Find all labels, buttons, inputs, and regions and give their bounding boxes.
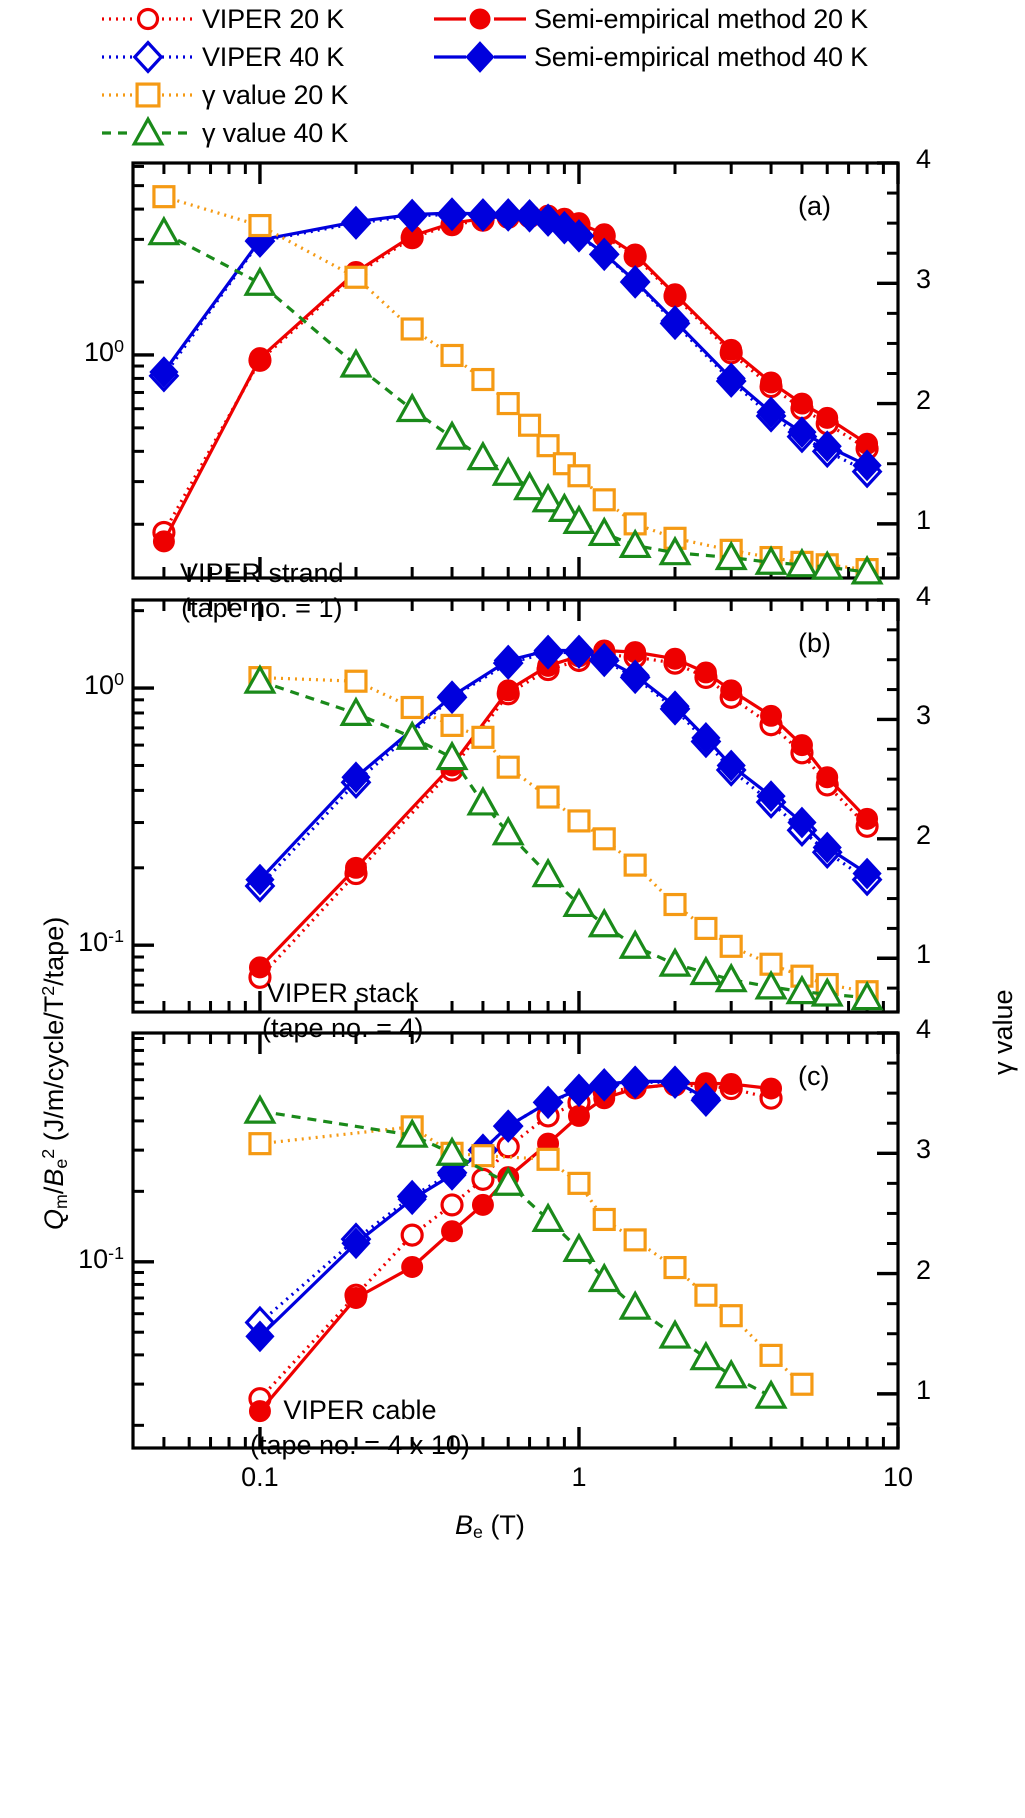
panel-tag-1: (b) bbox=[798, 628, 831, 658]
panel-annotation-line2: (tape no. = 4) bbox=[262, 1012, 424, 1043]
legend-gamma-20k[interactable]: γ value 20 K bbox=[100, 78, 348, 112]
y-right-tick-0-2: 2 bbox=[916, 384, 932, 415]
diamond-filled-icon bbox=[465, 41, 495, 73]
series-line bbox=[162, 211, 868, 467]
legend-gamma-40k-label: γ value 40 K bbox=[202, 117, 349, 148]
panel-annotation-line2: (tape no. = 1) bbox=[181, 592, 343, 623]
y-right-tick-2-3: 3 bbox=[916, 1134, 932, 1165]
series-line bbox=[162, 212, 868, 474]
y-label-b-sup: 2 bbox=[38, 1148, 58, 1159]
x-axis-label: Be (T) bbox=[455, 1510, 525, 1543]
chart-legend: VIPER 20 K Semi-empirical method 20 K VIPE… bbox=[0, 0, 1025, 152]
legend-viper-40k[interactable]: VIPER 40 K bbox=[100, 40, 344, 74]
panel-c bbox=[131, 1031, 900, 1450]
legend-semi-20k[interactable]: Semi-empirical method 20 K bbox=[432, 2, 868, 36]
x-tick-10: 10 bbox=[882, 1462, 914, 1492]
y-right-tick-2-4: 4 bbox=[916, 1014, 932, 1044]
legend-viper-40k-key bbox=[100, 40, 196, 74]
panel-annotation-0: VIPER strand (tape no. = 1) bbox=[180, 556, 344, 625]
y-label-b-sub: e bbox=[50, 1158, 71, 1169]
circle-open-icon bbox=[136, 7, 160, 31]
diamond-open-icon bbox=[132, 40, 164, 74]
legend-semi-40k-key bbox=[432, 41, 528, 73]
legend-semi-40k[interactable]: Semi-empirical method 40 K bbox=[432, 40, 868, 74]
y-label-q: Q bbox=[38, 1208, 69, 1230]
panel-annotation-line1: VIPER strand bbox=[180, 558, 344, 588]
legend-semi-20k-label: Semi-empirical method 20 K bbox=[534, 3, 868, 34]
panel-annotation-line2: (tape no. = 4 x 10) bbox=[250, 1429, 470, 1460]
y-right-tick-1-1: 1 bbox=[916, 939, 932, 970]
y-right-tick-0-1: 1 bbox=[916, 504, 932, 535]
legend-viper-20k-key bbox=[100, 4, 196, 34]
x-tick-0.1: 0.1 bbox=[241, 1462, 279, 1492]
legend-gamma-40k[interactable]: γ value 40 K bbox=[100, 115, 349, 150]
circle-filled-icon bbox=[469, 8, 491, 30]
legend-semi-20k-key bbox=[432, 4, 528, 34]
y-right-tick-2-2: 2 bbox=[916, 1254, 932, 1285]
y-label-b: B bbox=[38, 1168, 69, 1187]
legend-semi-40k-label: Semi-empirical method 40 K bbox=[534, 41, 868, 72]
y-left-tick-1--1: 10-1 bbox=[78, 926, 124, 958]
panel-tag-2: (c) bbox=[798, 1061, 830, 1091]
legend-viper-40k-label: VIPER 40 K bbox=[202, 41, 345, 72]
series-line bbox=[258, 652, 869, 979]
y-left-tick-1-0: 100 bbox=[84, 669, 124, 700]
legend-viper-20k-label: VIPER 20 K bbox=[202, 3, 345, 34]
x-axis-label-sub: e bbox=[473, 1521, 483, 1542]
y-left-axis-label: Qm/Be2 (J/m/cycle/T2/tape) bbox=[38, 917, 72, 1230]
panel-annotation-1: VIPER stack (tape no. = 4) bbox=[262, 976, 423, 1045]
panel-b bbox=[131, 598, 900, 1014]
legend-gamma-20k-label: γ value 20 K bbox=[202, 79, 349, 110]
legend-gamma-20k-key bbox=[100, 80, 196, 110]
triangle-open-icon bbox=[131, 115, 165, 146]
y-label-slash: / bbox=[38, 1186, 69, 1195]
x-axis-label-unit: (T) bbox=[482, 1510, 525, 1540]
legend-gamma-40k-key bbox=[100, 115, 196, 148]
y-right-tick-0-4: 4 bbox=[916, 144, 932, 174]
y-right-tick-1-3: 3 bbox=[916, 700, 932, 731]
y-label-q-sub: m bbox=[50, 1194, 71, 1209]
y-label-units: (J/m/cycle/T2/tape) bbox=[38, 916, 69, 1149]
panel-tag-0: (a) bbox=[798, 191, 831, 221]
y-right-tick-0-3: 3 bbox=[916, 264, 932, 295]
legend-viper-20k[interactable]: VIPER 20 K bbox=[100, 2, 344, 36]
panel-annotation-2: VIPER cable (tape no. = 4 x 10) bbox=[250, 1393, 470, 1462]
panel-a bbox=[131, 161, 900, 585]
panel-annotation-line1: VIPER cable bbox=[283, 1395, 437, 1425]
y-right-tick-2-1: 1 bbox=[916, 1374, 932, 1405]
y-right-axis-label: γ value bbox=[988, 989, 1018, 1075]
y-left-tick-0-0: 100 bbox=[84, 335, 124, 367]
y-right-tick-1-4: 4 bbox=[916, 581, 932, 611]
panel-annotation-line1: VIPER stack bbox=[266, 978, 419, 1008]
x-axis-label-symbol: B bbox=[455, 1510, 474, 1540]
x-tick-1: 1 bbox=[571, 1462, 587, 1492]
y-right-tick-1-2: 2 bbox=[916, 819, 932, 850]
y-left-tick-2--1: 10-1 bbox=[78, 1242, 124, 1274]
square-open-icon bbox=[135, 82, 161, 108]
